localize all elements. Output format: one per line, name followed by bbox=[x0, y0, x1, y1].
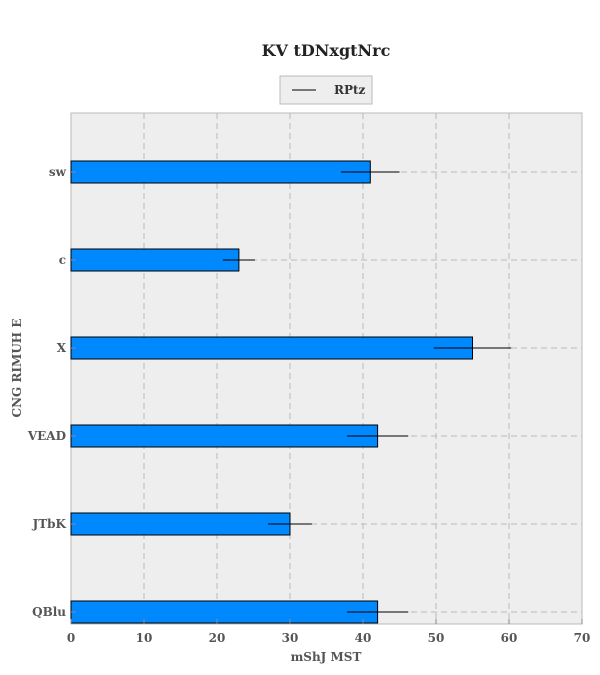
y-tick-label: JTbK bbox=[32, 517, 67, 531]
bars bbox=[70, 160, 473, 624]
y-tick-label: QBlu bbox=[32, 605, 66, 619]
x-tick-label: 40 bbox=[355, 631, 372, 645]
bar-JTbK bbox=[70, 512, 291, 536]
x-tick-label: 0 bbox=[67, 631, 75, 645]
legend-entry: RPtz bbox=[334, 83, 366, 97]
bar-X bbox=[70, 336, 473, 360]
bar-sw bbox=[70, 160, 371, 184]
y-tick-label: X bbox=[57, 341, 67, 355]
bar-c bbox=[70, 248, 240, 272]
y-tick-label: VEAD bbox=[27, 429, 66, 443]
x-tick-label: 20 bbox=[209, 631, 226, 645]
chart-title: KV tDNxgtNrc bbox=[262, 41, 391, 60]
bar-QBlu bbox=[70, 600, 379, 624]
x-tick-label: 50 bbox=[428, 631, 445, 645]
legend: RPtz bbox=[279, 75, 373, 105]
plot-area bbox=[70, 112, 583, 625]
x-tick-label: 30 bbox=[282, 631, 299, 645]
x-tick-label: 10 bbox=[136, 631, 153, 645]
y-tick-label: c bbox=[59, 253, 66, 267]
y-tick-label: sw bbox=[49, 165, 67, 179]
x-ticks: 0 10 20 30 40 50 60 70 bbox=[67, 619, 591, 645]
x-axis-label: mShJ MST bbox=[291, 650, 362, 664]
x-tick-label: 70 bbox=[574, 631, 591, 645]
bar-VEAD bbox=[70, 424, 379, 448]
error-bars bbox=[222, 171, 512, 613]
x-tick-label: 60 bbox=[501, 631, 518, 645]
y-axis-label: CNG RIMUH E bbox=[10, 319, 24, 418]
y-ticks: sw c X VEAD JTbK QBlu bbox=[27, 165, 76, 619]
vertical-gridlines bbox=[143, 113, 510, 624]
